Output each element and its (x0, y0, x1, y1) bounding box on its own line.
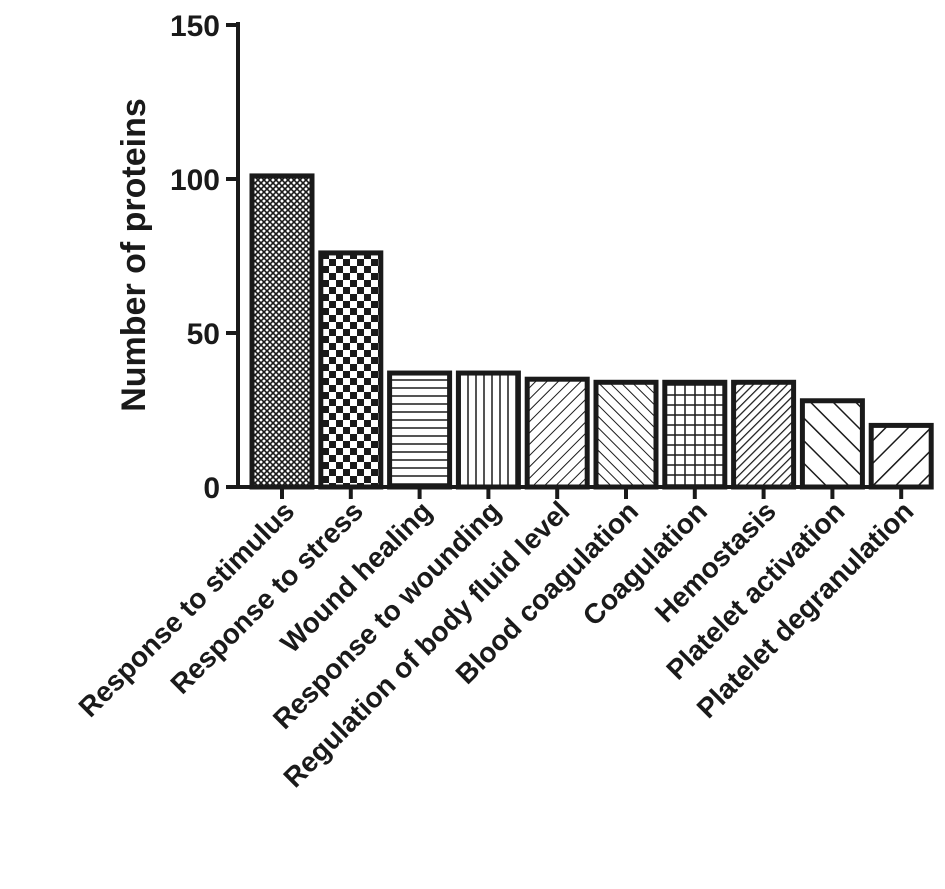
bar-response-to-wounding (455, 370, 521, 490)
bar-platelet-degranulation (868, 422, 934, 490)
bar-blood-coagulation (593, 379, 659, 490)
y-tick-label: 50 (187, 318, 220, 351)
y-tick-label: 150 (170, 10, 220, 43)
bar-response-to-stress (318, 250, 384, 490)
bar-coagulation (662, 379, 728, 490)
bar-wound-healing (387, 370, 453, 490)
y-tick-label: 0 (203, 472, 220, 505)
bar-regulation-of-body-fluid-level (524, 376, 590, 490)
y-tick-label: 100 (170, 164, 220, 197)
y-axis-title: Number of proteins (115, 98, 153, 412)
bar-response-to-stimulus (249, 173, 315, 490)
bar-hemostasis (731, 379, 797, 490)
bar-platelet-activation (799, 398, 865, 490)
